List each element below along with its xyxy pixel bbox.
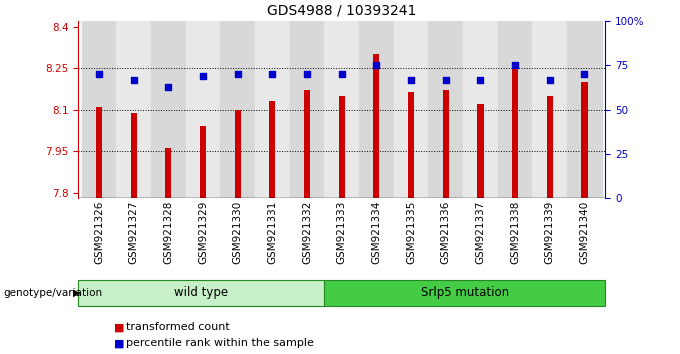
Text: wild type: wild type [174, 286, 228, 299]
Text: ■: ■ [114, 338, 124, 348]
Bar [512, 68, 518, 198]
Point [163, 84, 174, 90]
Bar [532, 21, 567, 198]
Bar [581, 82, 588, 198]
Point [267, 72, 278, 77]
Bar [82, 21, 116, 198]
Bar [428, 21, 463, 198]
Point [509, 63, 520, 68]
Bar [290, 21, 324, 198]
Bar [567, 21, 602, 198]
Point [579, 72, 590, 77]
Text: transformed count: transformed count [126, 322, 230, 332]
Text: ▶: ▶ [73, 288, 81, 298]
Point [94, 72, 105, 77]
Text: ■: ■ [114, 322, 124, 332]
Text: percentile rank within the sample: percentile rank within the sample [126, 338, 313, 348]
Bar [186, 21, 220, 198]
Bar [373, 55, 379, 198]
Bar [220, 21, 255, 198]
Bar [547, 96, 553, 198]
Bar [339, 96, 345, 198]
Point [405, 77, 416, 82]
Bar [443, 90, 449, 198]
FancyBboxPatch shape [324, 280, 605, 306]
Bar [151, 21, 186, 198]
Point [440, 77, 451, 82]
Bar [96, 107, 102, 198]
FancyBboxPatch shape [78, 280, 324, 306]
Bar [477, 104, 483, 198]
Point [336, 72, 347, 77]
Point [371, 63, 381, 68]
Bar [324, 21, 359, 198]
Text: Srlp5 mutation: Srlp5 mutation [421, 286, 509, 299]
Point [129, 77, 139, 82]
Bar [131, 113, 137, 198]
Bar [200, 126, 206, 198]
Bar [165, 148, 171, 198]
Point [475, 77, 486, 82]
Bar [235, 110, 241, 198]
Point [233, 72, 243, 77]
Bar [463, 21, 498, 198]
Text: genotype/variation: genotype/variation [3, 288, 103, 298]
Bar [498, 21, 532, 198]
Bar [116, 21, 151, 198]
Bar [304, 90, 310, 198]
Bar [255, 21, 290, 198]
Point [302, 72, 313, 77]
Bar [394, 21, 428, 198]
Title: GDS4988 / 10393241: GDS4988 / 10393241 [267, 3, 416, 17]
Point [198, 73, 209, 79]
Bar [359, 21, 394, 198]
Bar [269, 102, 275, 198]
Point [544, 77, 555, 82]
Bar [408, 92, 414, 198]
